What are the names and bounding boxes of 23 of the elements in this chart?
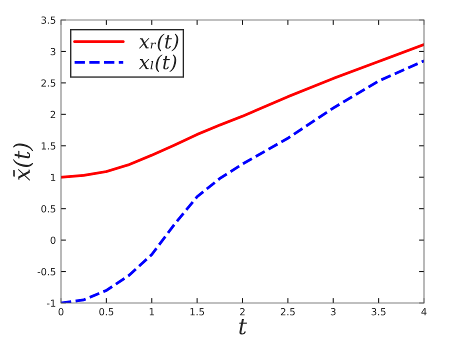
y-tick-label: 2 [50,110,56,118]
x-axis-title: t [239,319,247,334]
y-tick-label: 3.5 [41,16,56,24]
y-tick-label: 1.5 [42,142,56,150]
x-tick-label: 4 [421,308,427,316]
y-axis-title: x̄(t) [12,143,34,181]
x-tick-label: 3 [330,308,336,316]
y-tick-label: 0 [50,236,56,244]
y-tick-label: 0.5 [41,205,56,212]
y-tick-label: 1 [51,174,56,181]
y-tick-label: -1 [46,300,56,307]
x-tick-label: 3.5 [372,308,386,316]
x-tick-label: 1 [150,308,154,316]
y-tick-label: 2.5 [41,79,56,87]
y-tick-label: -0.5 [38,268,56,276]
y-tick-label: 3 [50,48,56,56]
x-tick-label: 0.5 [99,308,114,316]
x-tick-label: 2 [240,308,245,316]
x-tick-label: 0 [58,308,64,316]
legend-label: xₗ(t) [138,54,176,72]
legend-label: xᵣ(t) [138,34,178,52]
x-tick-label: 1.5 [190,308,204,316]
x-tick-label: 2.5 [280,308,295,316]
